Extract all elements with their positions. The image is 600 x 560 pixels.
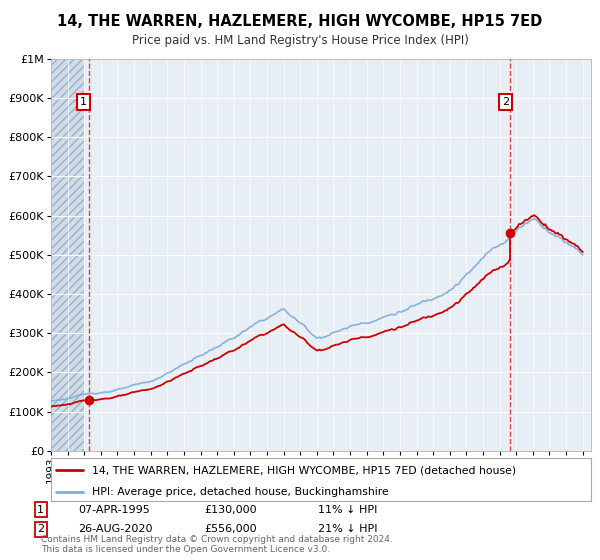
Text: £556,000: £556,000 — [204, 524, 257, 534]
Text: 1: 1 — [80, 97, 87, 107]
Text: 2: 2 — [37, 524, 44, 534]
Text: HPI: Average price, detached house, Buckinghamshire: HPI: Average price, detached house, Buck… — [91, 487, 388, 497]
Text: 26-AUG-2020: 26-AUG-2020 — [78, 524, 152, 534]
Text: 21% ↓ HPI: 21% ↓ HPI — [318, 524, 377, 534]
Bar — [51, 59, 84, 451]
Text: 11% ↓ HPI: 11% ↓ HPI — [318, 505, 377, 515]
Text: 1: 1 — [37, 505, 44, 515]
Text: 2: 2 — [502, 97, 509, 107]
Text: 07-APR-1995: 07-APR-1995 — [78, 505, 150, 515]
Text: 14, THE WARREN, HAZLEMERE, HIGH WYCOMBE, HP15 7ED (detached house): 14, THE WARREN, HAZLEMERE, HIGH WYCOMBE,… — [91, 465, 515, 475]
Text: 14, THE WARREN, HAZLEMERE, HIGH WYCOMBE, HP15 7ED: 14, THE WARREN, HAZLEMERE, HIGH WYCOMBE,… — [58, 14, 542, 29]
Text: £130,000: £130,000 — [204, 505, 257, 515]
Text: Price paid vs. HM Land Registry's House Price Index (HPI): Price paid vs. HM Land Registry's House … — [131, 34, 469, 46]
Text: Contains HM Land Registry data © Crown copyright and database right 2024.
This d: Contains HM Land Registry data © Crown c… — [41, 535, 392, 554]
